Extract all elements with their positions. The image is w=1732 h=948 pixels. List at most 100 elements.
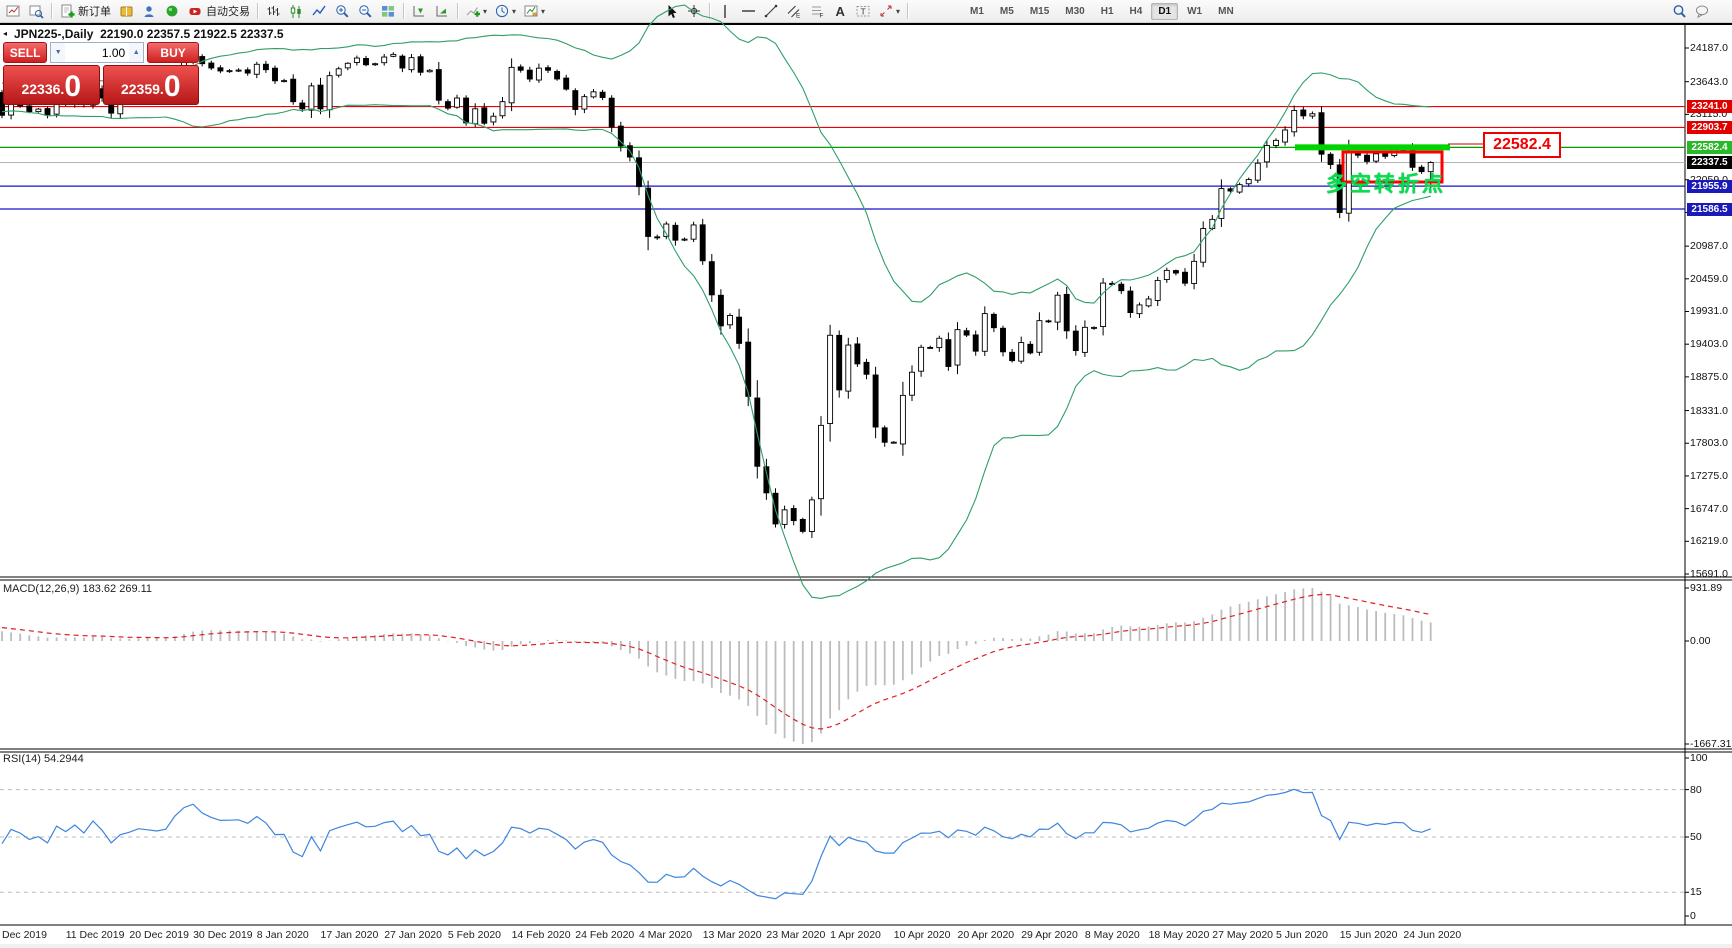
fibonacci-icon[interactable]: F — [807, 2, 828, 20]
candlestick-chart-icon[interactable] — [286, 2, 307, 20]
periods-icon[interactable]: ▾ — [492, 2, 519, 20]
date-tick-label: 24 Feb 2020 — [575, 929, 635, 941]
bar-chart-icon[interactable] — [263, 2, 284, 20]
price-badge-23241.0: 23241.0 — [1687, 100, 1732, 114]
toolbar-separator — [403, 3, 405, 19]
auto-scroll-icon — [436, 5, 447, 16]
buy-price-panel[interactable]: 22359. 0 — [102, 65, 199, 105]
zoom-in-icon[interactable] — [332, 2, 353, 20]
date-tick-label: 20 Dec 2019 — [129, 929, 189, 941]
macd-axis-label: 0.00 — [1690, 635, 1711, 647]
tile-windows-icon — [382, 5, 394, 17]
bottom-strip — [0, 944, 1732, 948]
new-order-button-label: 新订单 — [78, 6, 111, 18]
rsi-axis-label: 15 — [1690, 886, 1702, 899]
date-tick-label: 1 Apr 2020 — [830, 929, 881, 941]
note-text-annotation[interactable]: 多空转折点 — [1326, 173, 1446, 196]
price-badge-21955.9: 21955.9 — [1687, 179, 1732, 193]
indicators-icon — [466, 6, 480, 17]
date-tick-label: 27 Jan 2020 — [384, 929, 442, 941]
timeframe-button-m30[interactable]: M30 — [1065, 5, 1085, 17]
templates-icon — [524, 5, 538, 16]
history-center-icon[interactable] — [116, 2, 137, 20]
new-chart-icon[interactable] — [3, 2, 24, 20]
timeframe-button-m5[interactable]: M5 — [999, 5, 1014, 17]
one-click-trading-widget: SELL ▼ ▲ BUY 22336.0 22359.0 — [3, 42, 199, 105]
text-label-icon[interactable]: T — [853, 2, 874, 20]
price-tag-annotation[interactable]: 22582.4 — [1483, 132, 1561, 158]
sell-price-panel[interactable]: 22336. 0 — [3, 65, 100, 105]
cursor-icon — [668, 4, 677, 18]
cursor-icon[interactable] — [661, 2, 682, 20]
indicators-icon[interactable]: ▾ — [463, 2, 490, 20]
date-tick-label: 11 Dec 2019 — [65, 929, 125, 941]
line-chart-icon — [312, 5, 326, 15]
date-tick-label: 20 Apr 2020 — [957, 929, 1015, 941]
timeframe-button-mn[interactable]: MN — [1218, 5, 1234, 17]
chat-icon[interactable] — [1692, 2, 1713, 20]
chart-shift-icon[interactable] — [409, 2, 430, 20]
vertical-line-icon — [724, 4, 726, 18]
volume-up-button[interactable]: ▲ — [129, 43, 144, 62]
bollinger-upper-band — [1, 4, 1431, 304]
toolbar-separator — [257, 3, 259, 19]
trendline-icon[interactable] — [761, 2, 782, 20]
timeframe-button-d1[interactable]: D1 — [1151, 2, 1179, 20]
fibonacci-icon: F — [812, 6, 824, 19]
svg-text:F: F — [820, 12, 824, 19]
community-icon[interactable] — [139, 2, 160, 20]
svg-text:A: A — [836, 4, 846, 19]
volume-input[interactable] — [65, 43, 130, 62]
date-tick-label: 27 May 2020 — [1212, 929, 1274, 941]
timeframe-button-m15[interactable]: M15 — [1029, 5, 1050, 17]
price-tick-label: 17275.0 — [1690, 469, 1728, 482]
price-tick-label: 19403.0 — [1690, 338, 1728, 351]
auto-scroll-icon[interactable] — [432, 2, 453, 20]
macd-label: MACD(12,26,9) 183.62 269.11 — [3, 583, 153, 595]
timeframe-button-h1[interactable]: H1 — [1100, 5, 1114, 17]
autotrading-button[interactable]: 自动交易 — [185, 2, 253, 20]
macd-axis-label: 931.89 — [1690, 582, 1723, 594]
toolbar-separator — [907, 3, 910, 19]
candlestick-chart-icon — [290, 4, 301, 18]
tile-windows-icon[interactable] — [378, 2, 399, 20]
text-icon[interactable]: A — [830, 2, 851, 20]
date-tick-label: 14 Feb 2020 — [511, 929, 571, 941]
price-tick-label: 20459.0 — [1690, 272, 1728, 285]
timeframe-toolbar: M1 M5 M15 M30 H1 H4 D1 W1 MN — [962, 0, 1242, 22]
templates-icon[interactable]: ▾ — [521, 2, 548, 20]
timeframe-button-w1[interactable]: W1 — [1187, 5, 1203, 17]
price-tick-label: 16747.0 — [1690, 502, 1728, 515]
toolbar-separator — [51, 3, 53, 19]
horizontal-line-icon[interactable] — [738, 2, 759, 20]
macd-axis-label: -1667.31 — [1690, 738, 1732, 750]
svg-text:T: T — [861, 6, 866, 16]
rsi-axis-label: 100 — [1690, 752, 1708, 764]
green-bar-annotation — [1295, 144, 1450, 151]
date-tick-label: 15 Jun 2020 — [1339, 929, 1398, 941]
red-box-annotation[interactable] — [1341, 150, 1444, 184]
date-tick-label: 24 Jun 2020 — [1403, 929, 1462, 941]
new-order-button[interactable]: 新订单 — [57, 2, 114, 20]
autotrading-button-label: 自动交易 — [206, 6, 250, 18]
equidistant-channel-icon[interactable]: E — [784, 2, 805, 20]
symbol-period-label: JPN225-,Daily — [14, 27, 94, 41]
toolbar-separator — [457, 3, 459, 19]
volume-down-button[interactable]: ▼ — [51, 43, 66, 62]
one-click-collapse-arrow[interactable]: ◂ — [3, 29, 8, 38]
search-icon[interactable] — [1669, 2, 1690, 20]
zoom-out-icon[interactable] — [355, 2, 376, 20]
buy-button[interactable]: BUY — [147, 42, 199, 63]
toolbar-main-group: 新订单 自动交易 ▾ ▾ ▾ — [2, 0, 549, 22]
chart-profile-icon[interactable] — [26, 2, 47, 20]
timeframe-button-h4[interactable]: H4 — [1129, 5, 1143, 17]
sell-button[interactable]: SELL — [3, 42, 48, 63]
timeframe-button-m1[interactable]: M1 — [970, 5, 984, 17]
zoom-in-icon — [336, 4, 349, 18]
buy-price: 22359. — [120, 81, 164, 97]
arrows-icon[interactable]: ▾ — [876, 2, 903, 20]
vertical-line-icon[interactable] — [715, 2, 736, 20]
news-icon[interactable] — [162, 2, 183, 20]
line-chart-icon[interactable] — [309, 2, 330, 20]
date-tick-label: 10 Apr 2020 — [893, 929, 951, 941]
